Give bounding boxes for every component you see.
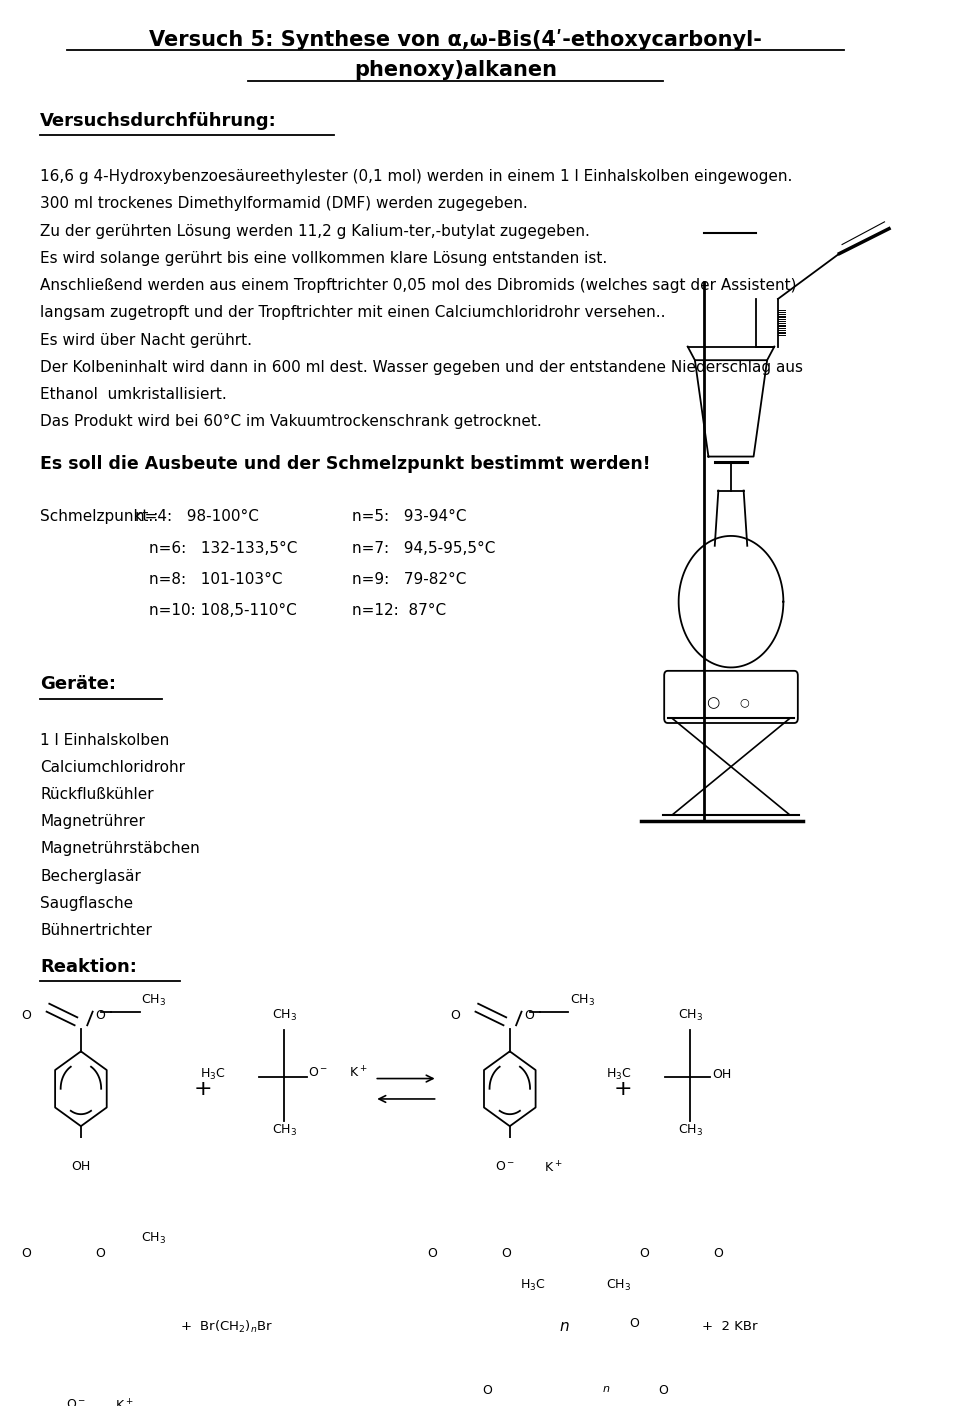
Text: CH$_3$: CH$_3$ [141,1232,166,1246]
Text: H$_3$C: H$_3$C [200,1067,226,1081]
Text: O: O [502,1247,512,1260]
Text: Versuchsdurchführung:: Versuchsdurchführung: [40,112,277,131]
Text: K$^+$: K$^+$ [349,1066,368,1081]
Text: 300 ml trockenes Dimethylformamid (DMF) werden zugegeben.: 300 ml trockenes Dimethylformamid (DMF) … [40,197,528,211]
Text: n=4:   98-100°C: n=4: 98-100°C [135,509,259,524]
Text: Versuch 5: Synthese von α,ω-Bis(4ʹ-ethoxycarbonyl-: Versuch 5: Synthese von α,ω-Bis(4ʹ-ethox… [149,30,762,51]
Text: K$^+$: K$^+$ [544,1160,563,1175]
Text: O: O [21,1008,32,1022]
Text: O: O [95,1247,106,1260]
Text: O: O [639,1247,649,1260]
Text: O: O [524,1008,534,1022]
Text: K$^+$: K$^+$ [115,1399,133,1406]
Text: Schmelzpunkt.:: Schmelzpunkt.: [40,509,158,524]
Text: H$_3$C: H$_3$C [519,1278,545,1294]
Text: 1 l Einhalskolben: 1 l Einhalskolben [40,733,170,748]
Text: n=12:  87°C: n=12: 87°C [351,603,445,619]
Text: CH$_3$: CH$_3$ [141,993,166,1008]
Text: O$^-$: O$^-$ [495,1160,516,1173]
Text: Rückflußkühler: Rückflußkühler [40,787,154,801]
Text: n=7:   94,5-95,5°C: n=7: 94,5-95,5°C [351,541,495,555]
Text: n=8:   101-103°C: n=8: 101-103°C [149,572,282,586]
Text: O: O [629,1317,638,1330]
Text: +  Br(CH$_2$)$_n$Br: + Br(CH$_2$)$_n$Br [180,1319,274,1334]
Text: Es soll die Ausbeute und der Schmelzpunkt bestimmt werden!: Es soll die Ausbeute und der Schmelzpunk… [40,456,651,472]
Text: ○: ○ [707,695,720,710]
Text: Es wird solange gerührt bis eine vollkommen klare Lösung entstanden ist.: Es wird solange gerührt bis eine vollkom… [40,250,608,266]
Text: OH: OH [71,1160,90,1173]
Text: O: O [95,1008,106,1022]
Text: Saugflasche: Saugflasche [40,896,133,911]
Text: n: n [603,1384,610,1393]
Text: ○: ○ [739,697,750,707]
Text: CH$_3$: CH$_3$ [272,1008,297,1024]
Text: phenoxy)alkanen: phenoxy)alkanen [354,60,557,80]
Text: +: + [194,1078,212,1098]
Text: Magnetrührstäbchen: Magnetrührstäbchen [40,841,200,856]
Text: +  2 KBr: + 2 KBr [702,1320,757,1333]
Text: Reaktion:: Reaktion: [40,959,137,976]
Text: Magnetrührer: Magnetrührer [40,814,145,830]
Text: O: O [713,1247,723,1260]
Text: CH$_3$: CH$_3$ [678,1008,703,1024]
Text: 16,6 g 4-Hydroxybenzoesäureethylester (0,1 mol) werden in einem 1 l Einhalskolbe: 16,6 g 4-Hydroxybenzoesäureethylester (0… [40,169,793,184]
Text: O$^-$: O$^-$ [308,1066,328,1080]
Text: O: O [428,1247,438,1260]
Text: O$^-$: O$^-$ [66,1399,86,1406]
Text: CH$_3$: CH$_3$ [606,1278,631,1294]
Text: O: O [450,1008,460,1022]
Text: Der Kolbeninhalt wird dann in 600 ml dest. Wasser gegeben und der entstandene Ni: Der Kolbeninhalt wird dann in 600 ml des… [40,360,804,375]
Text: H$_3$C: H$_3$C [606,1067,632,1081]
Text: n=5:   93-94°C: n=5: 93-94°C [351,509,467,524]
Text: n=9:   79-82°C: n=9: 79-82°C [351,572,467,586]
Text: CH$_3$: CH$_3$ [272,1123,297,1137]
Text: Ethanol  umkristallisiert.: Ethanol umkristallisiert. [40,387,227,402]
Text: CH$_3$: CH$_3$ [678,1123,703,1137]
Text: n: n [559,1319,568,1334]
Text: n=10: 108,5-110°C: n=10: 108,5-110°C [149,603,297,619]
Text: Bühnertrichter: Bühnertrichter [40,922,152,938]
Text: O: O [21,1247,32,1260]
Text: +: + [613,1078,632,1098]
Text: langsam zugetropft und der Tropftrichter mit einen Calciumchloridrohr versehen..: langsam zugetropft und der Tropftrichter… [40,305,666,321]
Text: O: O [659,1384,668,1396]
Text: Zu der gerührten Lösung werden 11,2 g Kalium-ter,-butylat zugegeben.: Zu der gerührten Lösung werden 11,2 g Ka… [40,224,590,239]
Text: Becherglasär: Becherglasär [40,869,141,883]
Text: n=6:   132-133,5°C: n=6: 132-133,5°C [149,541,297,555]
Text: Anschließend werden aus einem Tropftrichter 0,05 mol des Dibromids (welches sagt: Anschließend werden aus einem Tropftrich… [40,278,797,292]
Text: O: O [482,1384,492,1396]
Text: CH$_3$: CH$_3$ [570,993,595,1008]
Text: Es wird über Nacht gerührt.: Es wird über Nacht gerührt. [40,332,252,347]
Text: Das Produkt wird bei 60°C im Vakuumtrockenschrank getrocknet.: Das Produkt wird bei 60°C im Vakuumtrock… [40,415,542,429]
Text: Calciumchloridrohr: Calciumchloridrohr [40,759,185,775]
Text: OH: OH [712,1067,732,1081]
Text: Geräte:: Geräte: [40,675,116,693]
